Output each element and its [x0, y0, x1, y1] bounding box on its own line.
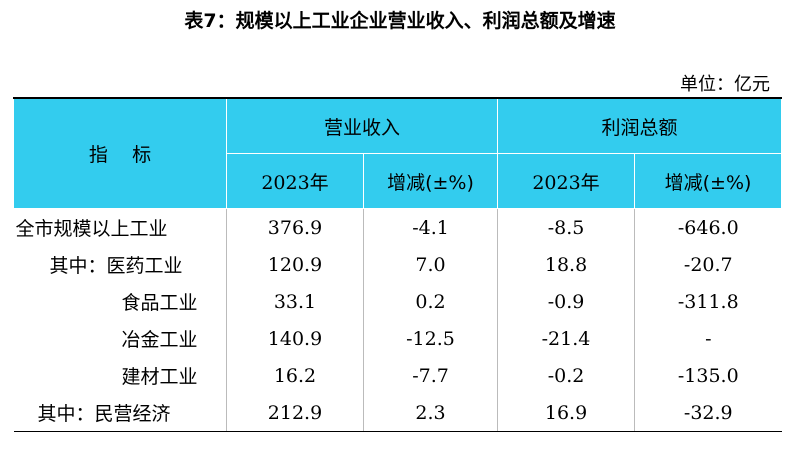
table-title: 表7：规模以上工业企业营业收入、利润总额及增速: [184, 10, 616, 32]
cell-profit-change: -: [634, 320, 782, 357]
table-row: 建材工业 16.2 -7.7 -0.2 -135.0: [13, 357, 782, 394]
header-revenue: 营业收入: [225, 97, 499, 154]
header-rev-year: 2023年: [226, 153, 364, 209]
cell-revenue: 376.9: [226, 208, 364, 246]
cell-profit-change: -32.9: [634, 394, 782, 432]
table-row: 全市规模以上工业 376.9 -4.1 -8.5 -646.0: [13, 208, 782, 246]
cell-profit: -0.2: [497, 357, 636, 394]
cell-revenue-change: -7.7: [362, 357, 499, 394]
table-row: 其中：医药工业 120.9 7.0 18.8 -20.7: [13, 246, 782, 283]
table-row: 食品工业 33.1 0.2 -0.9 -311.8: [13, 283, 782, 320]
header-rev-change: 增减(±%): [362, 153, 499, 209]
row-label: 食品工业: [13, 283, 227, 320]
unit-label: 单位：亿元: [680, 74, 770, 95]
cell-profit: -8.5: [497, 208, 636, 246]
cell-profit-change: -311.8: [634, 283, 782, 320]
row-label: 其中：民营经济: [13, 394, 227, 432]
header-profit: 利润总额: [497, 97, 783, 154]
cell-revenue-change: -4.1: [362, 208, 499, 246]
row-label: 建材工业: [13, 357, 227, 394]
cell-profit-change: -646.0: [634, 208, 782, 246]
cell-revenue-change: 0.2: [362, 283, 499, 320]
cell-revenue: 16.2: [226, 357, 364, 394]
cell-profit: 16.9: [497, 394, 636, 432]
header-row-2: 2023年 增减(±%) 2023年 增减(±%): [14, 153, 783, 209]
cell-revenue: 212.9: [226, 394, 364, 432]
cell-revenue-change: 2.3: [362, 394, 499, 432]
header-indicator: 指 标: [13, 97, 227, 209]
cell-profit-change: -135.0: [634, 357, 782, 394]
cell-revenue: 33.1: [226, 283, 364, 320]
header-profit-year: 2023年: [497, 153, 636, 209]
row-label: 其中：医药工业: [13, 246, 227, 283]
header-profit-change: 增减(±%): [634, 153, 783, 209]
cell-profit-change: -20.7: [634, 246, 782, 283]
cell-revenue-change: -12.5: [362, 320, 499, 357]
row-label: 冶金工业: [13, 320, 227, 357]
row-label: 全市规模以上工业: [13, 208, 227, 246]
table-row: 其中：民营经济 212.9 2.3 16.9 -32.9: [13, 394, 782, 432]
data-table: 指 标 营业收入 利润总额 2023年 增减(±%) 2023年 增减(±%) …: [13, 97, 783, 432]
table-row: 冶金工业 140.9 -12.5 -21.4 -: [13, 320, 782, 357]
cell-profit: -0.9: [497, 283, 636, 320]
cell-revenue-change: 7.0: [362, 246, 499, 283]
cell-profit: -21.4: [497, 320, 636, 357]
cell-revenue: 120.9: [226, 246, 364, 283]
cell-profit: 18.8: [497, 246, 636, 283]
cell-revenue: 140.9: [226, 320, 364, 357]
header-row-1: 指 标 营业收入 利润总额: [13, 97, 783, 209]
